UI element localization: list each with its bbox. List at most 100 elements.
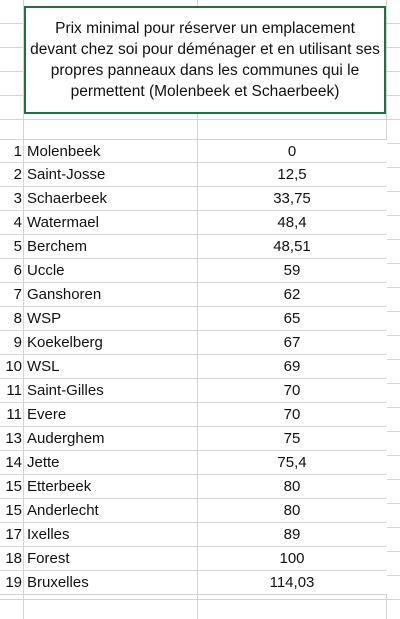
price-cell[interactable]: 48,51 [273, 238, 311, 255]
column-divider [197, 499, 198, 522]
price-cell[interactable]: 80 [283, 478, 301, 495]
rank-cell[interactable]: 18 [5, 550, 22, 567]
price-cell[interactable]: 75,4 [277, 454, 307, 471]
rank-cell[interactable]: 19 [5, 574, 22, 591]
price-cell[interactable]: 70 [283, 382, 301, 399]
table-row: 13 Auderghem 75 [0, 427, 387, 451]
table-row: 9 Koekelberg 67 [0, 331, 387, 355]
commune-cell[interactable]: Molenbeek [27, 143, 101, 160]
rank-cell[interactable]: 17 [5, 526, 22, 543]
rank-cell[interactable]: 8 [13, 310, 22, 327]
rank-cell[interactable]: 11 [6, 382, 22, 399]
column-divider [197, 547, 198, 570]
table-row: 5 Berchem 48,51 [0, 235, 387, 259]
price-cell[interactable]: 65 [283, 310, 301, 327]
rank-cell[interactable]: 5 [13, 238, 22, 255]
price-cell[interactable]: 59 [283, 262, 301, 279]
commune-cell[interactable]: Schaerbeek [27, 190, 108, 207]
column-divider [197, 163, 198, 186]
column-divider [197, 259, 198, 282]
column-divider [197, 451, 198, 474]
column-divider [197, 283, 198, 306]
commune-cell[interactable]: WSP [27, 310, 62, 327]
price-cell[interactable]: 70 [283, 406, 301, 423]
ranking-table: 1 Molenbeek 0 2 Saint-Josse 12,5 3 Schaerbeek 33… [0, 139, 387, 595]
column-divider [23, 187, 24, 210]
commune-cell[interactable]: Etterbeek [27, 478, 92, 495]
commune-cell[interactable]: WSL [27, 358, 60, 375]
price-cell[interactable]: 80 [283, 502, 301, 519]
rank-cell[interactable]: 9 [13, 334, 22, 351]
title-text: Prix minimal pour réserver un emplacemen… [30, 20, 380, 100]
commune-cell[interactable]: Auderghem [27, 430, 105, 447]
rank-cell[interactable]: 15 [5, 478, 22, 495]
commune-cell[interactable]: Anderlecht [27, 502, 99, 519]
rank-cell[interactable]: 3 [13, 190, 22, 207]
price-cell[interactable]: 48,4 [277, 214, 307, 231]
price-cell[interactable]: 67 [283, 334, 301, 351]
rank-cell[interactable]: 13 [5, 430, 22, 447]
commune-cell[interactable]: Forest [27, 550, 70, 567]
price-cell[interactable]: 89 [283, 526, 301, 543]
column-divider [197, 211, 198, 234]
price-cell[interactable]: 75 [283, 430, 301, 447]
column-divider [197, 403, 198, 426]
column-divider [23, 547, 24, 570]
commune-cell[interactable]: Saint-Gilles [27, 382, 104, 399]
commune-cell[interactable]: Jette [27, 454, 60, 471]
column-divider [23, 331, 24, 354]
column-divider [197, 475, 198, 498]
commune-cell[interactable]: Koekelberg [27, 334, 103, 351]
rank-cell[interactable]: 15 [5, 502, 22, 519]
price-cell[interactable]: 33,75 [273, 190, 311, 207]
column-divider [23, 235, 24, 258]
commune-cell[interactable]: Bruxelles [27, 574, 89, 591]
column-divider [23, 163, 24, 186]
table-row: 4 Watermael 48,4 [0, 211, 387, 235]
rank-cell[interactable]: 11 [6, 406, 22, 423]
table-row: 17 Ixelles 89 [0, 523, 387, 547]
price-cell[interactable]: 12,5 [277, 166, 307, 183]
column-divider [23, 427, 24, 450]
rank-cell[interactable]: 10 [5, 358, 22, 375]
price-cell[interactable]: 100 [279, 550, 305, 567]
column-divider [23, 499, 24, 522]
commune-cell[interactable]: Ixelles [27, 526, 70, 543]
price-cell[interactable]: 62 [283, 286, 301, 303]
column-divider [197, 307, 198, 330]
table-row: 3 Schaerbeek 33,75 [0, 187, 387, 211]
column-divider [23, 283, 24, 306]
price-cell[interactable]: 0 [287, 143, 297, 160]
rank-cell[interactable]: 14 [5, 454, 22, 471]
table-row: 15 Etterbeek 80 [0, 475, 387, 499]
commune-cell[interactable]: Evere [27, 406, 67, 423]
price-cell[interactable]: 69 [283, 358, 301, 375]
price-cell[interactable]: 114,03 [269, 574, 315, 591]
rank-cell[interactable]: 4 [13, 214, 22, 231]
column-divider [23, 211, 24, 234]
commune-cell[interactable]: Saint-Josse [27, 166, 106, 183]
table-row: 11 Evere 70 [0, 403, 387, 427]
table-row: 6 Uccle 59 [0, 259, 387, 283]
commune-cell[interactable]: Uccle [27, 262, 65, 279]
column-divider [197, 140, 198, 162]
rank-cell[interactable]: 1 [13, 143, 22, 160]
commune-cell[interactable]: Berchem [27, 238, 88, 255]
title-cell[interactable]: Prix minimal pour réserver un emplacemen… [24, 6, 386, 114]
rank-cell[interactable]: 2 [13, 166, 22, 183]
column-divider [23, 140, 24, 162]
rank-cell[interactable]: 7 [13, 286, 22, 303]
table-row: 11 Saint-Gilles 70 [0, 379, 387, 403]
commune-cell[interactable]: Watermael [27, 214, 99, 231]
commune-cell[interactable]: Ganshoren [27, 286, 102, 303]
column-divider [197, 355, 198, 378]
column-divider [197, 427, 198, 450]
column-divider [23, 259, 24, 282]
column-divider [23, 403, 24, 426]
column-divider [23, 307, 24, 330]
column-divider [197, 331, 198, 354]
table-row: 15 Anderlecht 80 [0, 499, 387, 523]
column-divider [197, 187, 198, 210]
table-row: 19 Bruxelles 114,03 [0, 571, 387, 595]
rank-cell[interactable]: 6 [13, 262, 22, 279]
